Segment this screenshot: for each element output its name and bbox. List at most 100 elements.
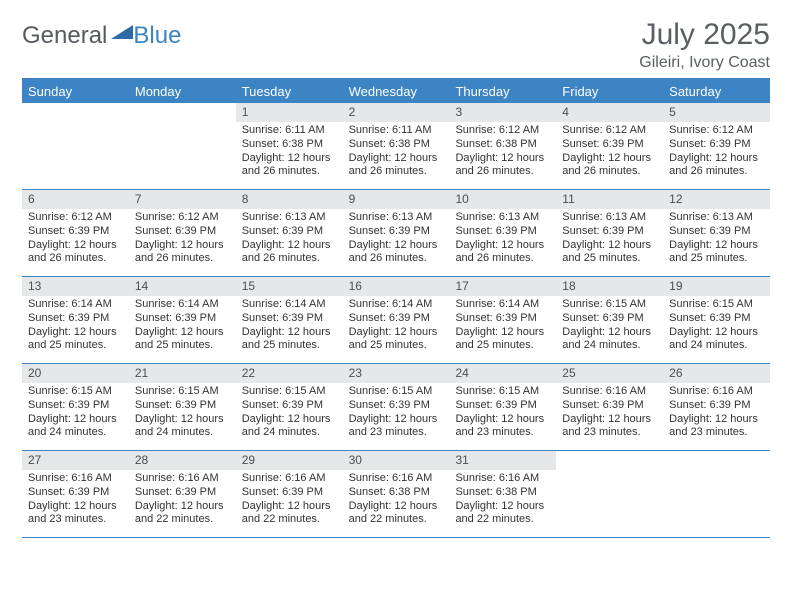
day-number: 18 [556, 277, 663, 296]
dow-friday: Friday [556, 80, 663, 103]
sunset-text: Sunset: 6:39 PM [562, 399, 657, 413]
cell-body: Sunrise: 6:16 AMSunset: 6:38 PMDaylight:… [449, 470, 556, 531]
sunrise-text: Sunrise: 6:14 AM [135, 298, 230, 312]
day-number: 1 [236, 103, 343, 122]
day-number: 3 [449, 103, 556, 122]
daylight-text: Daylight: 12 hours and 22 minutes. [242, 500, 337, 528]
day-number: 23 [343, 364, 450, 383]
sunset-text: Sunset: 6:39 PM [135, 225, 230, 239]
sunset-text: Sunset: 6:39 PM [669, 138, 764, 152]
calendar-cell: 14Sunrise: 6:14 AMSunset: 6:39 PMDayligh… [129, 277, 236, 363]
day-number: 29 [236, 451, 343, 470]
sunrise-text: Sunrise: 6:15 AM [135, 385, 230, 399]
calendar-cell: 22Sunrise: 6:15 AMSunset: 6:39 PMDayligh… [236, 364, 343, 450]
daylight-text: Daylight: 12 hours and 24 minutes. [669, 326, 764, 354]
sunrise-text: Sunrise: 6:15 AM [242, 385, 337, 399]
sunrise-text: Sunrise: 6:16 AM [135, 472, 230, 486]
title-block: July 2025 Gileiri, Ivory Coast [639, 18, 770, 72]
sunset-text: Sunset: 6:39 PM [349, 399, 444, 413]
daylight-text: Daylight: 12 hours and 23 minutes. [349, 413, 444, 441]
sunrise-text: Sunrise: 6:13 AM [349, 211, 444, 225]
week-row: 20Sunrise: 6:15 AMSunset: 6:39 PMDayligh… [22, 364, 770, 451]
calendar-cell: 15Sunrise: 6:14 AMSunset: 6:39 PMDayligh… [236, 277, 343, 363]
sunset-text: Sunset: 6:39 PM [28, 312, 123, 326]
dow-sunday: Sunday [22, 80, 129, 103]
day-number: 5 [663, 103, 770, 122]
sunset-text: Sunset: 6:39 PM [349, 225, 444, 239]
cell-body: Sunrise: 6:12 AMSunset: 6:39 PMDaylight:… [663, 122, 770, 183]
cell-body: Sunrise: 6:16 AMSunset: 6:39 PMDaylight:… [236, 470, 343, 531]
cell-body: Sunrise: 6:13 AMSunset: 6:39 PMDaylight:… [236, 209, 343, 270]
sunset-text: Sunset: 6:38 PM [349, 486, 444, 500]
daylight-text: Daylight: 12 hours and 25 minutes. [349, 326, 444, 354]
sunrise-text: Sunrise: 6:11 AM [349, 124, 444, 138]
cell-body: Sunrise: 6:13 AMSunset: 6:39 PMDaylight:… [663, 209, 770, 270]
day-number: 26 [663, 364, 770, 383]
cell-body: Sunrise: 6:14 AMSunset: 6:39 PMDaylight:… [236, 296, 343, 357]
sunset-text: Sunset: 6:38 PM [349, 138, 444, 152]
sunset-text: Sunset: 6:39 PM [455, 399, 550, 413]
sunset-text: Sunset: 6:39 PM [562, 312, 657, 326]
calendar-cell: 29Sunrise: 6:16 AMSunset: 6:39 PMDayligh… [236, 451, 343, 537]
dow-monday: Monday [129, 80, 236, 103]
calendar-cell: 19Sunrise: 6:15 AMSunset: 6:39 PMDayligh… [663, 277, 770, 363]
cell-body: Sunrise: 6:11 AMSunset: 6:38 PMDaylight:… [236, 122, 343, 183]
calendar-cell: 31Sunrise: 6:16 AMSunset: 6:38 PMDayligh… [449, 451, 556, 537]
calendar-cell: 2Sunrise: 6:11 AMSunset: 6:38 PMDaylight… [343, 103, 450, 189]
week-row: 1Sunrise: 6:11 AMSunset: 6:38 PMDaylight… [22, 103, 770, 190]
cell-body: Sunrise: 6:15 AMSunset: 6:39 PMDaylight:… [236, 383, 343, 444]
cell-body: Sunrise: 6:13 AMSunset: 6:39 PMDaylight:… [343, 209, 450, 270]
sunrise-text: Sunrise: 6:13 AM [669, 211, 764, 225]
cell-body: Sunrise: 6:12 AMSunset: 6:38 PMDaylight:… [449, 122, 556, 183]
calendar-cell: 6Sunrise: 6:12 AMSunset: 6:39 PMDaylight… [22, 190, 129, 276]
calendar-cell: 30Sunrise: 6:16 AMSunset: 6:38 PMDayligh… [343, 451, 450, 537]
calendar-cell: 7Sunrise: 6:12 AMSunset: 6:39 PMDaylight… [129, 190, 236, 276]
daylight-text: Daylight: 12 hours and 26 minutes. [349, 152, 444, 180]
sunrise-text: Sunrise: 6:14 AM [242, 298, 337, 312]
calendar-cell [556, 451, 663, 537]
sunrise-text: Sunrise: 6:13 AM [562, 211, 657, 225]
calendar-cell: 24Sunrise: 6:15 AMSunset: 6:39 PMDayligh… [449, 364, 556, 450]
week-row: 27Sunrise: 6:16 AMSunset: 6:39 PMDayligh… [22, 451, 770, 538]
sunrise-text: Sunrise: 6:16 AM [455, 472, 550, 486]
cell-body: Sunrise: 6:11 AMSunset: 6:38 PMDaylight:… [343, 122, 450, 183]
day-number: 14 [129, 277, 236, 296]
logo-text-blue: Blue [133, 22, 181, 50]
daylight-text: Daylight: 12 hours and 26 minutes. [242, 239, 337, 267]
calendar: Sunday Monday Tuesday Wednesday Thursday… [22, 78, 770, 538]
calendar-cell: 16Sunrise: 6:14 AMSunset: 6:39 PMDayligh… [343, 277, 450, 363]
day-number: 28 [129, 451, 236, 470]
daylight-text: Daylight: 12 hours and 22 minutes. [349, 500, 444, 528]
day-number: 27 [22, 451, 129, 470]
logo-text-general: General [22, 22, 107, 50]
daylight-text: Daylight: 12 hours and 26 minutes. [242, 152, 337, 180]
day-number: 12 [663, 190, 770, 209]
sunrise-text: Sunrise: 6:16 AM [349, 472, 444, 486]
cell-body: Sunrise: 6:14 AMSunset: 6:39 PMDaylight:… [22, 296, 129, 357]
calendar-cell: 13Sunrise: 6:14 AMSunset: 6:39 PMDayligh… [22, 277, 129, 363]
sunset-text: Sunset: 6:39 PM [669, 399, 764, 413]
cell-body: Sunrise: 6:14 AMSunset: 6:39 PMDaylight:… [129, 296, 236, 357]
daylight-text: Daylight: 12 hours and 22 minutes. [135, 500, 230, 528]
daylight-text: Daylight: 12 hours and 23 minutes. [455, 413, 550, 441]
sunset-text: Sunset: 6:39 PM [455, 312, 550, 326]
sunset-text: Sunset: 6:39 PM [562, 225, 657, 239]
daylight-text: Daylight: 12 hours and 26 minutes. [349, 239, 444, 267]
sunrise-text: Sunrise: 6:12 AM [562, 124, 657, 138]
calendar-cell: 8Sunrise: 6:13 AMSunset: 6:39 PMDaylight… [236, 190, 343, 276]
daylight-text: Daylight: 12 hours and 25 minutes. [242, 326, 337, 354]
daylight-text: Daylight: 12 hours and 23 minutes. [28, 500, 123, 528]
cell-body: Sunrise: 6:15 AMSunset: 6:39 PMDaylight:… [449, 383, 556, 444]
sunset-text: Sunset: 6:39 PM [242, 399, 337, 413]
day-number: 31 [449, 451, 556, 470]
cell-body: Sunrise: 6:15 AMSunset: 6:39 PMDaylight:… [343, 383, 450, 444]
sunset-text: Sunset: 6:39 PM [455, 225, 550, 239]
cell-body: Sunrise: 6:16 AMSunset: 6:39 PMDaylight:… [663, 383, 770, 444]
cell-body: Sunrise: 6:16 AMSunset: 6:39 PMDaylight:… [129, 470, 236, 531]
day-number: 17 [449, 277, 556, 296]
day-number: 24 [449, 364, 556, 383]
sunrise-text: Sunrise: 6:12 AM [28, 211, 123, 225]
daylight-text: Daylight: 12 hours and 25 minutes. [28, 326, 123, 354]
sunset-text: Sunset: 6:39 PM [242, 312, 337, 326]
sunset-text: Sunset: 6:39 PM [135, 312, 230, 326]
